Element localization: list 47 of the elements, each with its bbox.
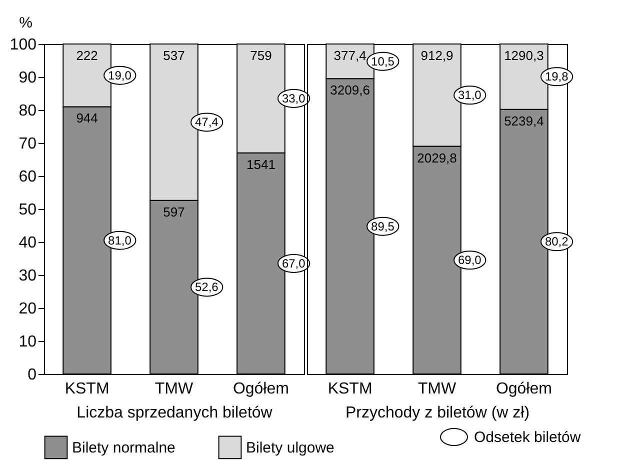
annotation: 3209,6 [330,82,370,98]
y-tick-label: 50 [18,202,37,218]
data-label: 69,0 [458,253,482,268]
annotation: 1541 [246,156,276,172]
y-tick-label: 20 [18,300,37,318]
y-tick-label: 100 [10,36,37,54]
y-tick-label: 70 [18,136,37,152]
x-tick-label: Ogółem [232,380,289,398]
x-tick-label: TMW [418,380,457,398]
data-label: 33,0 [282,91,306,106]
data-label: 10,5 [371,54,395,68]
annotation: 912,9 [420,48,454,63]
y-tick-label: 60 [18,168,37,186]
annotation: 537 [163,48,185,63]
data-label: 89,5 [371,219,395,234]
y-tick-label: 0 [28,366,37,384]
data-label: 52,6 [195,280,219,294]
annotation: 2029,8 [417,150,457,166]
data-label: 19,0 [108,68,132,82]
x-tick-label: TMW [154,380,194,398]
data-label: 19,8 [544,70,569,84]
annotation: 1290,3 [504,48,544,63]
y-tick-label: 80 [18,102,37,120]
x-axis-title: Liczba sprzedanych biletów [76,404,273,422]
y-tick-label: 30 [18,268,37,284]
data-label: 80,2 [544,234,569,249]
annotation: 944 [76,110,98,126]
y-tick-label: 10 [18,334,37,350]
data-label: 81,0 [108,233,132,248]
data-label: 31,0 [458,88,482,102]
y-tick-label: 40 [18,234,37,252]
y-axis-title: % [19,14,32,32]
annotation: 222 [76,48,98,63]
legend-label: Bilety ulgowe [246,439,334,456]
x-tick-label: Ogółem [496,380,552,398]
text: Odsetek biletów [474,428,581,446]
data-label: 47,4 [195,115,219,130]
y-tick-label: 90 [18,70,37,86]
data-label: 67,0 [282,256,306,270]
x-axis-title: Przychody z biletów (w zł) [345,404,530,422]
annotation: 597 [163,204,185,220]
annotation: 759 [250,48,272,63]
annotation: 5239,4 [504,113,544,128]
legend-label: Bilety normalne [72,439,176,456]
x-tick-label: KSTM [328,380,372,398]
annotation: 377,4 [334,48,366,63]
x-tick-label: KSTM [64,380,110,398]
